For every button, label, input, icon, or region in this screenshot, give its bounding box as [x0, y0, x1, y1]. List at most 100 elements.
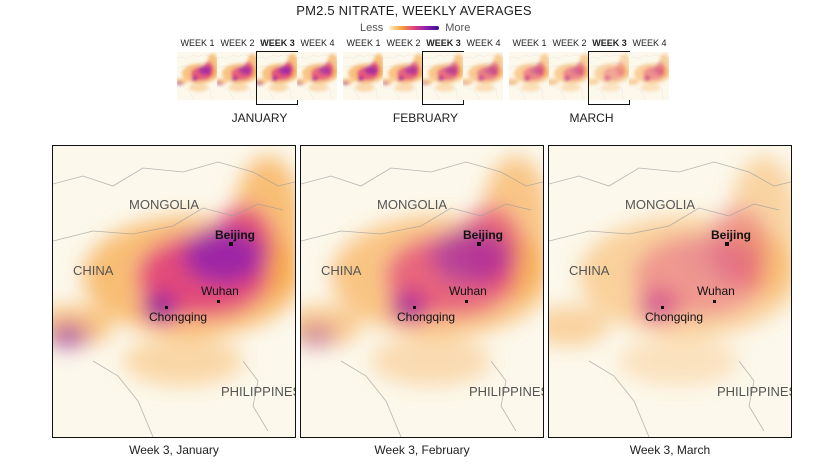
- week-thumbnail-map-selected[interactable]: [256, 51, 298, 105]
- border-line: [297, 61, 336, 68]
- label-mongolia: MONGOLIA: [129, 197, 200, 212]
- peak-region: [398, 300, 414, 316]
- week-label-selected[interactable]: WEEK 3: [426, 38, 461, 48]
- haze-region: [188, 83, 209, 92]
- week-label[interactable]: WEEK 2: [552, 38, 587, 48]
- month-group-february: WEEK 1 WEEK 2 WEEK 3 WEEK 4 FEBRUARY: [343, 38, 508, 128]
- haze-region: [629, 78, 639, 86]
- concentration-region: [615, 61, 626, 76]
- week-label[interactable]: WEEK 2: [386, 38, 421, 48]
- haze-region: [640, 83, 661, 92]
- border-line: [595, 87, 606, 101]
- coastline: [490, 360, 517, 432]
- week-thumbnail-map[interactable]: [383, 52, 423, 104]
- wuhan-marker: [465, 300, 468, 303]
- week-thumbnail-map[interactable]: [549, 52, 589, 104]
- border-line: [217, 54, 257, 59]
- wuhan-marker: [713, 300, 716, 303]
- peak-region: [439, 77, 442, 81]
- week-thumbnail-map[interactable]: [463, 52, 503, 104]
- border-line: [588, 360, 650, 437]
- coastline: [374, 87, 379, 100]
- hotspot-region: [549, 81, 555, 86]
- week-label[interactable]: WEEK 4: [632, 38, 667, 48]
- border-line: [463, 61, 502, 68]
- hotspot-region: [530, 65, 544, 75]
- week-thumbnail-map[interactable]: [177, 52, 217, 104]
- haze-region: [619, 336, 739, 386]
- border-line: [509, 61, 548, 68]
- week-thumbnail-map[interactable]: [343, 52, 383, 104]
- border-line: [343, 61, 382, 68]
- border-line: [340, 360, 402, 437]
- border-lines: [343, 54, 383, 101]
- hotspot-region: [643, 294, 671, 318]
- haze-region: [474, 83, 495, 92]
- label-philippines: PHILIPPINES: [469, 384, 544, 399]
- coastline: [242, 360, 269, 432]
- border-line: [389, 87, 400, 101]
- coastline: [494, 87, 499, 100]
- week-label[interactable]: WEEK 1: [346, 38, 381, 48]
- hotspot-region: [198, 65, 212, 75]
- border-line: [383, 54, 423, 59]
- week-label[interactable]: WEEK 2: [220, 38, 255, 48]
- week-label[interactable]: WEEK 4: [466, 38, 501, 48]
- border-line: [257, 61, 296, 68]
- pollution-layer: [509, 53, 549, 92]
- border-lines: [509, 54, 549, 101]
- hotspot-region: [278, 65, 292, 75]
- hotspot-region: [524, 76, 530, 81]
- border-line: [589, 54, 629, 59]
- pollution-layer: [301, 156, 543, 386]
- border-line: [177, 54, 217, 59]
- haze-region: [371, 336, 491, 386]
- week-label[interactable]: WEEK 1: [512, 38, 547, 48]
- week-thumbnail-map[interactable]: [297, 52, 337, 104]
- week-thumbnail-map[interactable]: [509, 52, 549, 104]
- haze-region: [600, 83, 621, 92]
- week-label[interactable]: WEEK 4: [300, 38, 335, 48]
- label-beijing: Beijing: [711, 228, 752, 242]
- week-thumbnail-map[interactable]: [217, 52, 257, 104]
- hotspot-region: [183, 228, 263, 284]
- border-line: [629, 54, 669, 59]
- hotspot-region: [318, 65, 332, 75]
- week-label-selected[interactable]: WEEK 3: [260, 38, 295, 48]
- hotspot-region: [217, 81, 223, 86]
- pollution-layer: [423, 53, 463, 92]
- map-caption: Week 3, March: [629, 443, 711, 457]
- border-line: [549, 54, 589, 59]
- border-lines: [53, 161, 295, 437]
- week-thumbnail-map-selected[interactable]: [588, 51, 630, 105]
- label-beijing: Beijing: [215, 228, 256, 242]
- month-label: FEBRUARY: [392, 111, 459, 125]
- hotspot-region: [463, 81, 469, 86]
- border-line: [383, 61, 422, 68]
- hotspot-region: [650, 65, 664, 75]
- label-philippines: PHILIPPINES: [221, 384, 296, 399]
- haze-region: [549, 306, 609, 346]
- week-thumbnail-map-selected[interactable]: [422, 51, 464, 105]
- pollution-layer: [53, 156, 295, 386]
- label-wuhan: Wuhan: [201, 284, 239, 298]
- week-labels: WEEK 1 WEEK 2 WEEK 3 WEEK 4: [509, 38, 674, 52]
- border-lines: [549, 161, 791, 437]
- pollution-layer: [463, 53, 503, 92]
- week-thumbnail-map[interactable]: [629, 52, 669, 104]
- haze-region: [394, 83, 415, 92]
- label-mongolia: MONGOLIA: [625, 197, 696, 212]
- hotspot-region: [297, 81, 303, 86]
- chongqing-marker: [413, 306, 416, 309]
- week-label[interactable]: WEEK 1: [180, 38, 215, 48]
- haze-region: [560, 83, 581, 92]
- week-label-selected[interactable]: WEEK 3: [592, 38, 627, 48]
- haze-region: [354, 83, 375, 92]
- border-line: [263, 87, 274, 101]
- haze-region: [228, 83, 249, 92]
- coastline: [248, 87, 253, 100]
- border-line: [549, 203, 780, 242]
- border-line: [301, 161, 543, 187]
- hotspot-region: [177, 81, 183, 86]
- border-lines: [423, 54, 463, 101]
